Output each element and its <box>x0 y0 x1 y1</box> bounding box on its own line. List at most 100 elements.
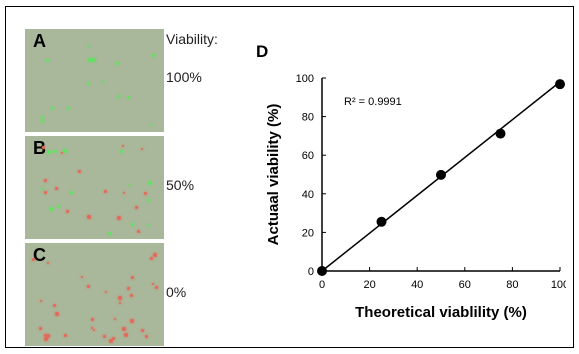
x-tick-label: 20 <box>363 279 375 291</box>
live-cell-dot <box>54 150 57 153</box>
dead-cell-dot <box>66 210 69 213</box>
dead-cell-dot <box>44 191 47 194</box>
dead-cell-dot <box>141 329 144 332</box>
panel-letter-d: D <box>256 42 268 61</box>
dead-cell-dot <box>141 148 143 150</box>
dead-cell-dot <box>123 192 125 194</box>
live-cell-dot <box>94 58 96 60</box>
dead-cell-dot <box>127 287 130 290</box>
live-cell-dot <box>129 184 131 186</box>
dead-cell-dot <box>114 318 116 320</box>
dead-cell-dot <box>87 285 90 288</box>
y-tick-label: 40 <box>302 189 314 201</box>
live-cell-dot <box>47 150 51 154</box>
live-cell-dot <box>148 181 152 185</box>
dead-cell-dot <box>122 145 124 147</box>
dead-cell-dot <box>78 170 81 173</box>
live-cell-dot <box>51 107 54 110</box>
dead-cell-dot <box>135 206 138 209</box>
dead-cell-dot <box>112 337 115 340</box>
y-tick-label: 100 <box>296 73 314 85</box>
dead-cell-dot <box>91 327 93 329</box>
y-tick-label: 60 <box>302 150 314 162</box>
dead-cell-dot <box>55 187 58 190</box>
data-point <box>495 128 506 139</box>
live-cell-dot <box>91 58 95 62</box>
dead-cell-dot <box>145 335 148 338</box>
live-cell-dot <box>42 188 44 190</box>
dead-cell-dot <box>93 329 95 331</box>
dead-cell-dot <box>39 327 42 330</box>
dead-cell-dot <box>105 291 107 293</box>
live-cell-dot <box>152 54 155 57</box>
dead-cell-dot <box>64 334 67 337</box>
panel-letter-a: A <box>33 31 46 51</box>
dead-cell-dot <box>32 258 35 261</box>
live-cell-dot <box>147 224 149 226</box>
data-point <box>317 266 327 276</box>
live-cell-dot <box>116 62 119 65</box>
micrograph-panel-b: B <box>25 136 164 239</box>
dead-cell-dot <box>144 192 147 195</box>
dead-cell-dot <box>44 179 47 182</box>
live-cell-dot <box>63 149 67 153</box>
dead-cell-dot <box>118 296 122 300</box>
y-tick-label: 80 <box>302 112 314 124</box>
dead-cell-dot <box>87 215 91 219</box>
x-tick-label: 80 <box>506 279 518 291</box>
dead-cell-dot <box>81 276 83 278</box>
dead-cell-dot <box>131 276 134 279</box>
dead-cell-dot <box>104 190 107 193</box>
dead-cell-dot <box>117 216 121 220</box>
dead-cell-dot <box>53 304 56 307</box>
dead-cell-dot <box>130 294 133 297</box>
live-cell-dot <box>102 81 104 83</box>
dead-cell-dot <box>130 319 134 323</box>
dead-cell-dot <box>122 327 126 331</box>
viability-scatter-chart: D 0 20 40 60 80 100 0 20 40 60 80 100 Theoretical vi… <box>256 42 566 321</box>
live-cell-dot <box>67 107 70 110</box>
dead-cell-dot <box>55 312 59 316</box>
dead-cell-dot <box>153 253 157 257</box>
x-tick-label: 40 <box>411 279 423 291</box>
viability-value-b: 50% <box>166 177 195 193</box>
live-cell-dot <box>49 207 53 211</box>
dead-cell-dot <box>150 257 153 260</box>
x-tick-label: 100 <box>551 279 566 291</box>
viability-value-c: 0% <box>166 284 187 300</box>
y-axis-label: Actuaal viability (%) <box>265 104 282 246</box>
live-cell-dot <box>41 120 44 123</box>
x-tick-label: 60 <box>459 279 471 291</box>
live-cell-dot <box>70 191 73 194</box>
micrograph-panel-a: A <box>25 29 164 132</box>
live-cell-dot <box>150 124 152 126</box>
live-cell-dot <box>88 58 92 62</box>
data-point <box>555 79 565 90</box>
dead-cell-dot <box>137 230 140 233</box>
dead-cell-dot <box>44 334 47 337</box>
dead-cell-dot <box>42 146 45 149</box>
viability-heading: Viability: <box>166 31 218 47</box>
live-cell-dot <box>46 59 49 62</box>
dead-cell-dot <box>103 335 106 338</box>
viability-value-a: 100% <box>166 69 202 85</box>
dead-cell-dot <box>109 339 113 343</box>
live-cell-dot <box>127 96 130 99</box>
live-cell-dot <box>57 205 60 208</box>
micrograph-panel-c: C <box>25 243 164 346</box>
data-point <box>436 169 446 180</box>
dead-cell-dot <box>47 262 49 264</box>
x-axis-label: Theoretical viablility (%) <box>355 304 527 321</box>
data-point <box>376 216 387 227</box>
panel-letter-c: C <box>33 245 46 265</box>
live-cell-dot <box>131 223 134 226</box>
dead-cell-dot <box>44 337 48 341</box>
live-cell-dot <box>88 45 90 47</box>
live-cell-dot <box>41 116 44 119</box>
live-cell-dot <box>147 199 150 202</box>
live-cell-dot <box>87 82 90 85</box>
y-tick-label: 0 <box>308 266 314 278</box>
live-cell-dot <box>108 232 111 235</box>
dead-cell-dot <box>119 302 121 304</box>
dead-cell-dot <box>155 286 158 289</box>
